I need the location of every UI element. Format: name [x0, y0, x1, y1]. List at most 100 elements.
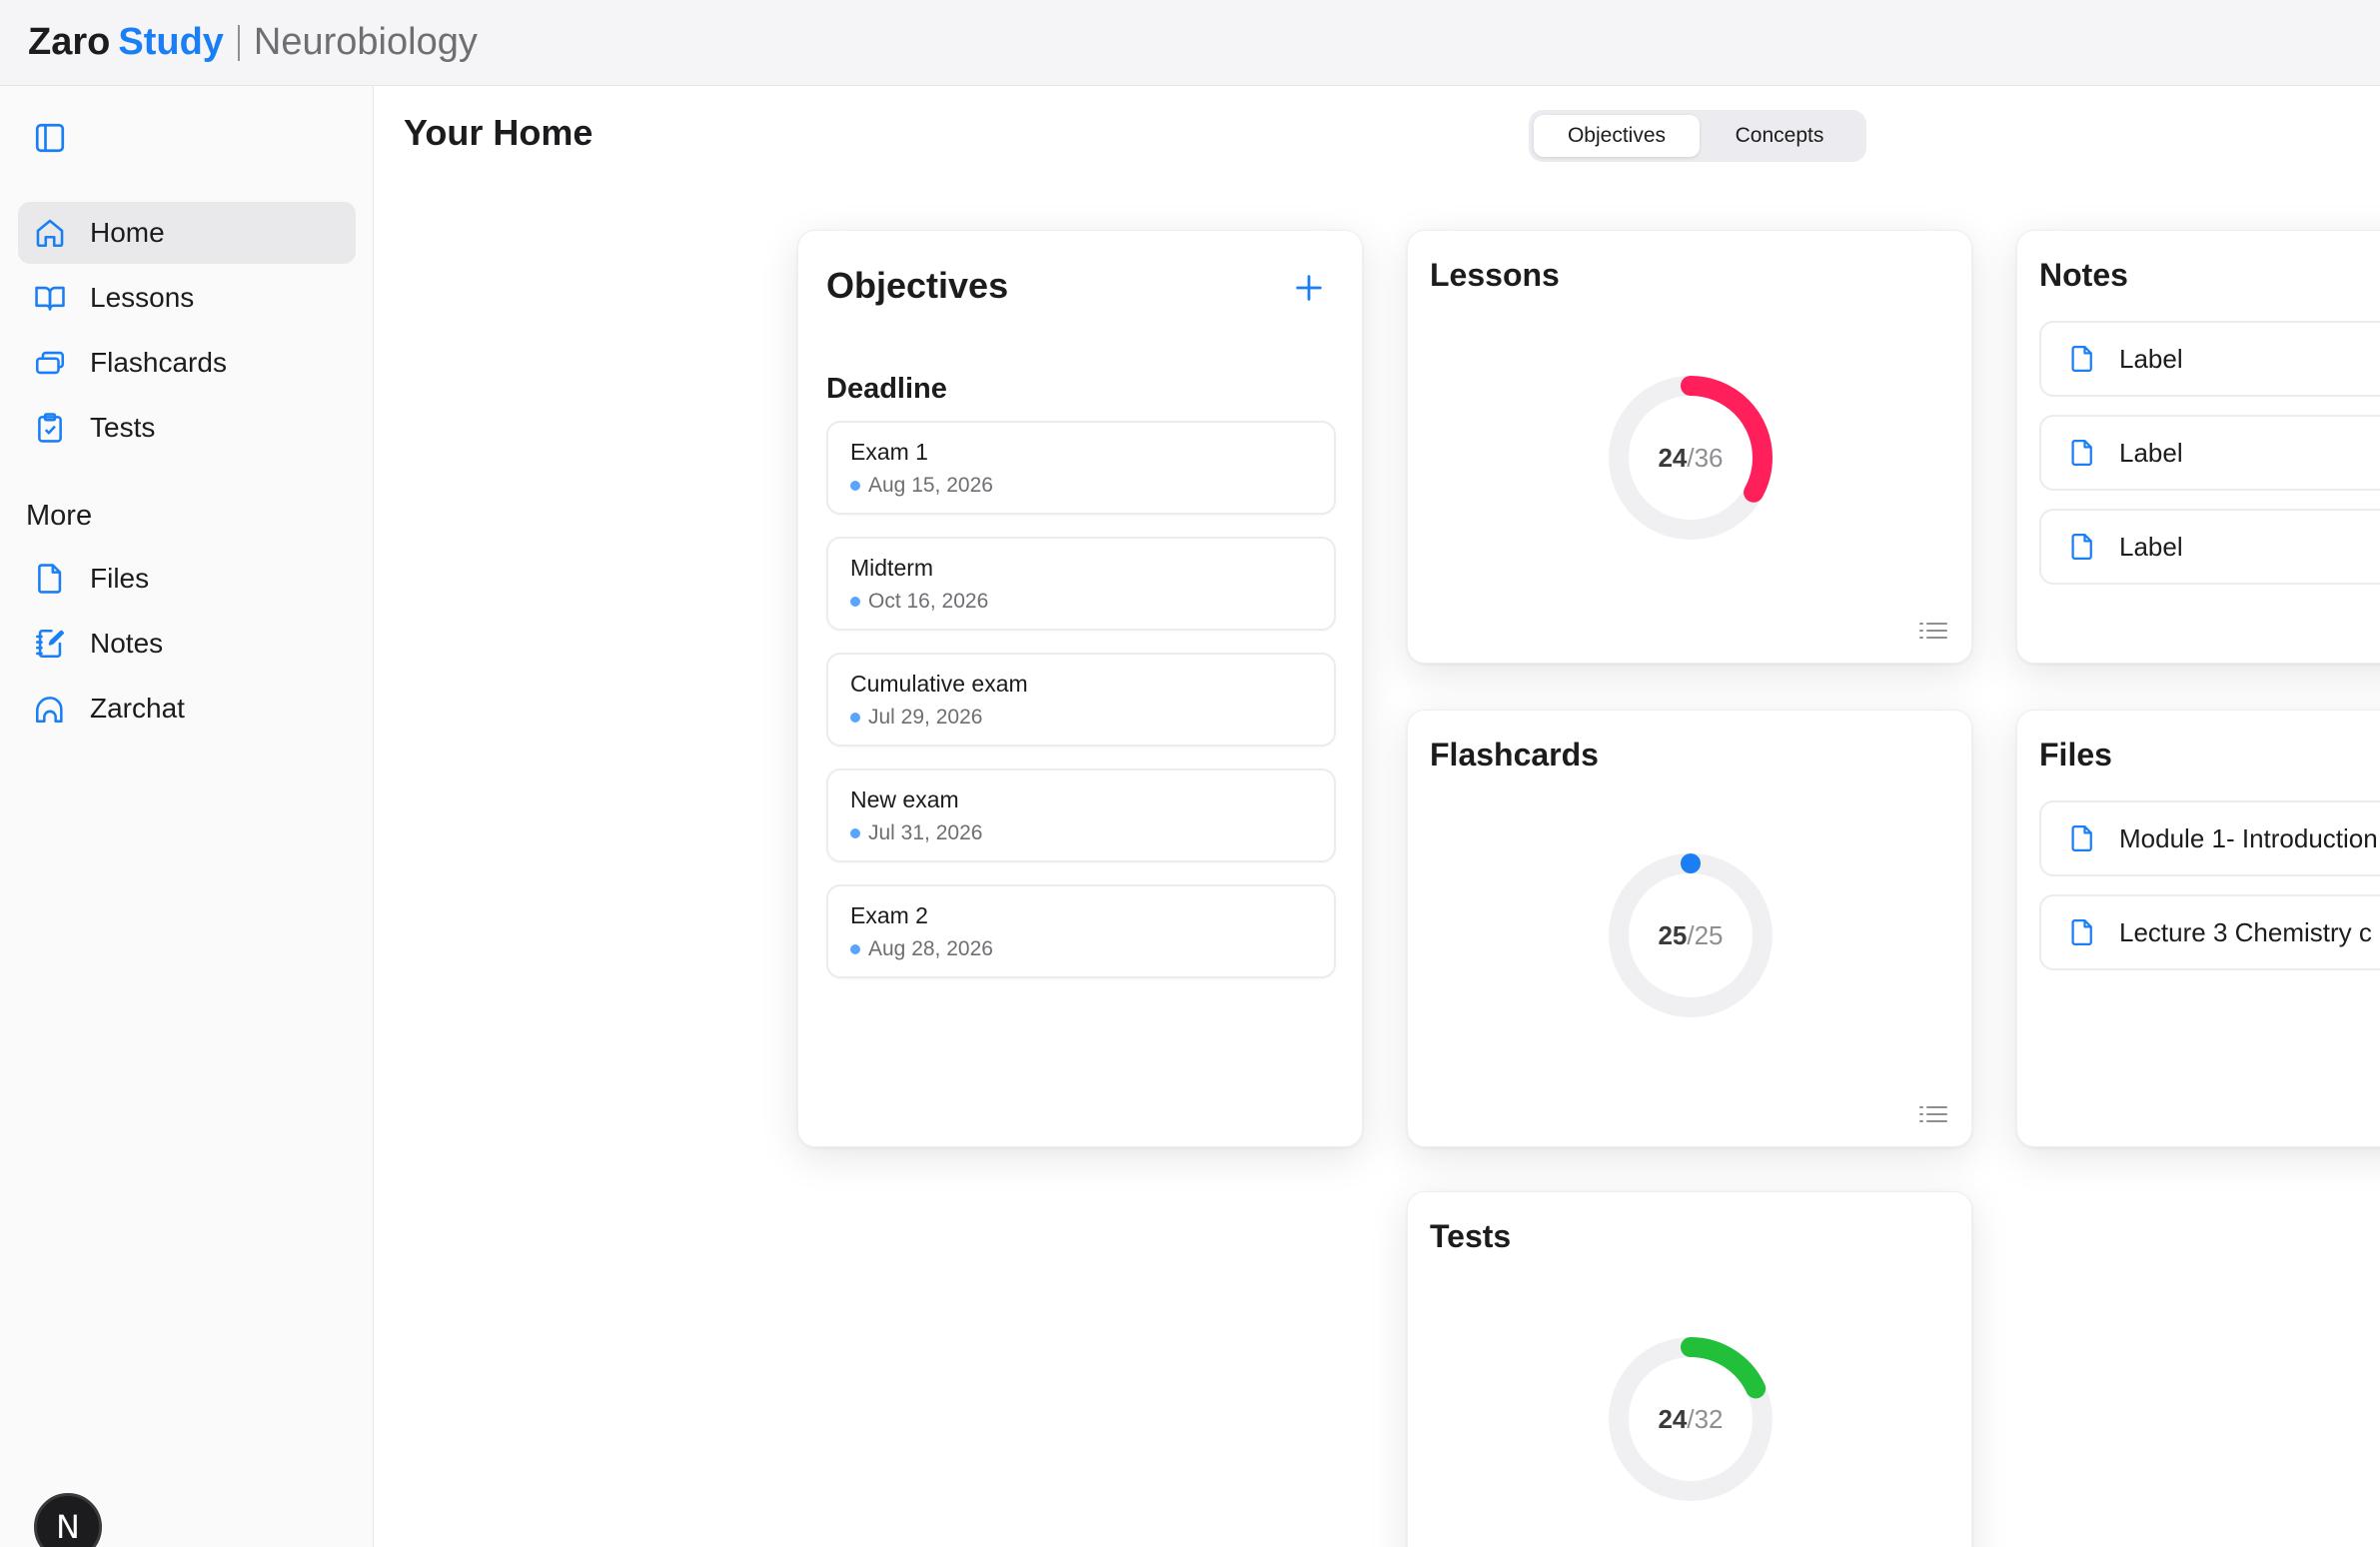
sidebar-item-notes[interactable]: Notes: [18, 613, 356, 675]
files-card: Files Module 1- Introduction Lecture 3 C…: [2016, 710, 2380, 1147]
deadline-date: Aug 15, 2026: [850, 474, 1334, 498]
deadline-date-text: Jul 29, 2026: [868, 706, 983, 729]
sidebar-item-label: Zarchat: [90, 693, 185, 724]
tests-total: /32: [1687, 1403, 1724, 1434]
deadline-date: Jul 29, 2026: [850, 706, 1334, 730]
sidebar-item-files[interactable]: Files: [18, 548, 356, 610]
deadline-list: Exam 1 Aug 15, 2026 Midterm Oct 16, 2026…: [826, 421, 1336, 1000]
lessons-progress-label: 24/36: [1606, 373, 1776, 543]
deadline-heading: Deadline: [826, 373, 947, 405]
tab-objectives[interactable]: Objectives: [1534, 115, 1700, 157]
deadline-name: Exam 1: [850, 439, 928, 465]
status-dot: [850, 481, 860, 491]
flashcards-progress-label: 25/25: [1606, 850, 1776, 1020]
list-icon[interactable]: [1917, 619, 1949, 647]
tests-progress-label: 24/32: [1606, 1334, 1776, 1504]
file-icon: [2071, 440, 2092, 466]
top-bar: Zaro Study Neurobiology: [0, 0, 2380, 86]
clipboard-check-icon: [32, 410, 68, 446]
tests-title: Tests: [1430, 1218, 1512, 1254]
note-item[interactable]: Label: [2039, 415, 2380, 491]
deadline-name: Exam 2: [850, 902, 928, 928]
list-icon[interactable]: [1917, 1102, 1949, 1130]
page-title: Your Home: [404, 112, 594, 153]
sidebar-more-nav: Files Notes Zarchat: [18, 548, 356, 743]
file-label: Module 1- Introduction: [2119, 822, 2378, 853]
deadline-date: Oct 16, 2026: [850, 590, 1334, 614]
sidebar: Home Lessons Flashcards: [0, 86, 374, 1547]
file-icon: [2071, 825, 2092, 851]
notes-card: Notes Label Label Label: [2016, 230, 2380, 664]
lessons-progress-ring: [1609, 376, 1773, 540]
sidebar-item-label: Tests: [90, 412, 156, 443]
file-icon: [2071, 346, 2092, 372]
notes-title: Notes: [2039, 257, 2128, 293]
flashcards-total: /25: [1687, 919, 1724, 950]
note-item[interactable]: Label: [2039, 321, 2380, 397]
lessons-total: /36: [1687, 442, 1724, 473]
tests-card[interactable]: Tests 24/32: [1407, 1191, 1972, 1547]
file-item[interactable]: Lecture 3 Chemistry c: [2039, 894, 2380, 970]
sidebar-item-flashcards[interactable]: Flashcards: [18, 332, 356, 394]
note-label: Label: [2119, 437, 2183, 468]
deadline-item[interactable]: Exam 2 Aug 28, 2026: [826, 884, 1336, 978]
brand-study: Study: [118, 21, 224, 63]
avatar[interactable]: N: [34, 1493, 102, 1547]
plus-icon: [1296, 275, 1322, 301]
deadline-name: Midterm: [850, 555, 934, 581]
flashcards-icon: [32, 345, 68, 381]
sidebar-item-label: Home: [90, 217, 165, 248]
files-list: Module 1- Introduction Lecture 3 Chemist…: [2039, 800, 2380, 988]
file-item[interactable]: Module 1- Introduction: [2039, 800, 2380, 876]
file-icon: [2071, 534, 2092, 560]
sidebar-item-label: Flashcards: [90, 347, 227, 378]
sidebar-item-label: Notes: [90, 628, 164, 659]
deadline-date-text: Oct 16, 2026: [868, 590, 989, 613]
note-label: Label: [2119, 343, 2183, 374]
home-icon: [32, 215, 68, 251]
lessons-title: Lessons: [1430, 257, 1560, 293]
tests-progress-ring: [1609, 1337, 1773, 1501]
deadline-item[interactable]: Exam 1 Aug 15, 2026: [826, 421, 1336, 515]
deadline-date-text: Aug 15, 2026: [868, 474, 993, 497]
status-dot: [850, 944, 860, 954]
status-dot: [850, 713, 860, 723]
status-dot: [850, 828, 860, 838]
deadline-date: Aug 28, 2026: [850, 937, 1334, 961]
deadline-name: Cumulative exam: [850, 671, 1028, 697]
deadline-date-text: Jul 31, 2026: [868, 821, 983, 844]
notes-list: Label Label Label: [2039, 321, 2380, 603]
course-name: Neurobiology: [253, 21, 478, 63]
sidebar-item-label: Lessons: [90, 282, 195, 313]
file-label: Lecture 3 Chemistry c: [2119, 916, 2372, 947]
objectives-card: Objectives Deadline Exam 1 Aug 15, 2026 …: [797, 230, 1363, 1147]
add-objective-button[interactable]: [1292, 271, 1326, 305]
deadline-item[interactable]: New exam Jul 31, 2026: [826, 769, 1336, 862]
note-item[interactable]: Label: [2039, 509, 2380, 585]
brand[interactable]: Zaro Study Neurobiology: [28, 21, 478, 64]
notebook-pen-icon: [32, 626, 68, 662]
tab-concepts[interactable]: Concepts: [1735, 124, 1824, 147]
brand-separator: [237, 24, 240, 61]
sidebar-item-lessons[interactable]: Lessons: [18, 267, 356, 329]
more-heading: More: [26, 500, 93, 532]
sidebar-item-zarchat[interactable]: Zarchat: [18, 678, 356, 740]
book-icon: [32, 280, 68, 316]
file-icon: [2071, 919, 2092, 945]
view-switcher: Objectives Concepts: [1529, 110, 1866, 162]
chat-icon: [32, 691, 68, 727]
sidebar-nav: Home Lessons Flashcards: [18, 202, 356, 462]
sidebar-item-label: Files: [90, 563, 150, 594]
note-label: Label: [2119, 531, 2183, 562]
flashcards-card[interactable]: Flashcards 25/25: [1407, 710, 1972, 1147]
sidebar-toggle-icon[interactable]: [32, 120, 68, 156]
deadline-item[interactable]: Midterm Oct 16, 2026: [826, 537, 1336, 631]
flashcards-progress-ring: [1609, 853, 1773, 1017]
lessons-card[interactable]: Lessons 24/36: [1407, 230, 1972, 664]
status-dot: [850, 597, 860, 607]
sidebar-item-home[interactable]: Home: [18, 202, 356, 264]
deadline-item[interactable]: Cumulative exam Jul 29, 2026: [826, 653, 1336, 747]
sidebar-item-tests[interactable]: Tests: [18, 397, 356, 459]
flashcards-done: 25: [1658, 919, 1688, 950]
files-title: Files: [2039, 737, 2112, 773]
